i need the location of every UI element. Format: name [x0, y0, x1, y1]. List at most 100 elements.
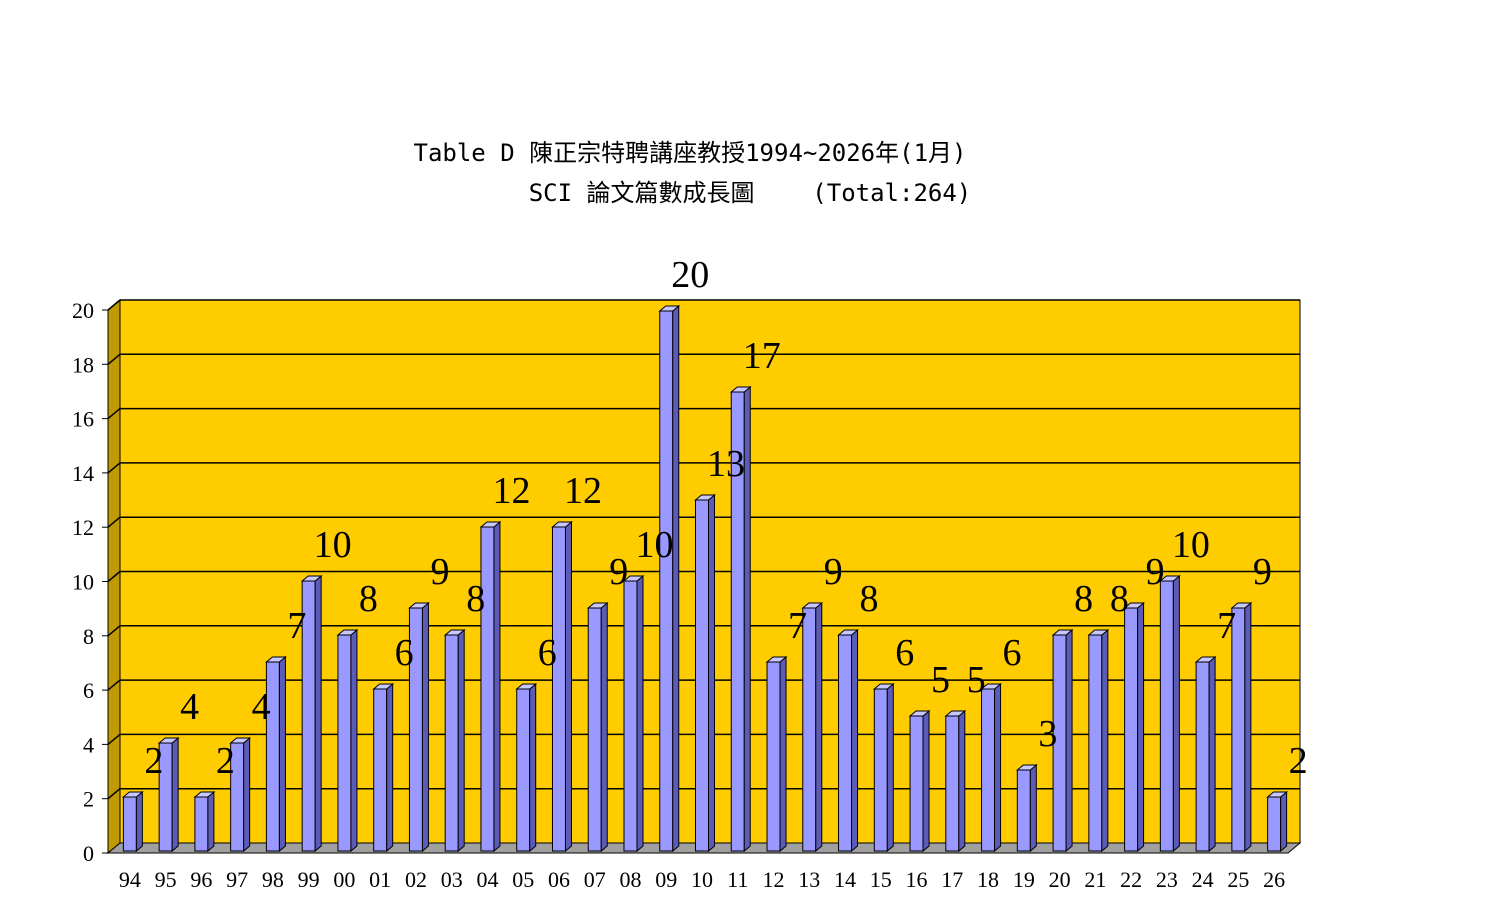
x-tick-label: 11: [727, 867, 748, 892]
x-tick-label: 05: [512, 867, 534, 892]
y-tick-label: 6: [83, 678, 94, 703]
x-tick-label: 96: [190, 867, 212, 892]
bar-side: [1280, 790, 1288, 853]
data-label: 4: [180, 686, 199, 728]
data-label: 10: [1172, 524, 1210, 566]
data-label: 6: [395, 632, 414, 674]
data-label: 4: [252, 686, 271, 728]
x-tick-label: 19: [1013, 867, 1035, 892]
data-label: 2: [216, 740, 235, 782]
bar: [729, 385, 752, 853]
bar: [1015, 763, 1038, 853]
data-label: 3: [1038, 713, 1057, 755]
bar-front: [659, 310, 674, 852]
data-label: 8: [466, 578, 485, 620]
data-label: 8: [860, 578, 879, 620]
bar-front: [1195, 661, 1210, 852]
bar-side: [886, 682, 894, 853]
data-label: 5: [931, 659, 950, 701]
data-label: 2: [1289, 740, 1308, 782]
bar-front: [337, 634, 352, 852]
bar: [193, 790, 216, 853]
x-tick-label: 13: [798, 867, 820, 892]
bar: [372, 682, 395, 853]
gridline-side: [107, 299, 121, 311]
bar-side: [171, 736, 179, 853]
data-label: 7: [287, 605, 306, 647]
x-tick-label: 26: [1263, 867, 1285, 892]
bar-side: [958, 709, 966, 853]
data-label: 12: [564, 470, 602, 512]
bar-side: [922, 709, 930, 853]
bar-top: [729, 386, 752, 393]
bar-top: [837, 629, 859, 636]
bar: [1230, 601, 1253, 853]
bar-top: [801, 602, 824, 609]
x-tick-label: 18: [977, 867, 999, 892]
bar-side: [529, 682, 537, 853]
bar-front: [444, 634, 459, 852]
bar: [658, 304, 681, 853]
y-tick-label: 16: [72, 407, 94, 432]
bar: [1087, 628, 1110, 853]
y-tick-label: 10: [72, 570, 94, 595]
bar-top: [193, 791, 216, 798]
x-tick-label: 00: [333, 867, 355, 892]
bar: [908, 709, 931, 853]
data-label: 6: [1003, 632, 1022, 674]
bar-front: [516, 688, 531, 852]
bar-top: [944, 710, 967, 717]
data-label: 9: [1146, 551, 1165, 593]
gridline-side: [107, 570, 121, 583]
bar-front: [1159, 580, 1174, 852]
gridline-side: [107, 516, 121, 528]
bar-top: [551, 521, 573, 528]
bar: [622, 574, 645, 853]
bar: [944, 709, 967, 853]
bar: [300, 574, 323, 853]
bar: [1194, 655, 1217, 853]
bar-side: [243, 736, 251, 853]
bar: [837, 628, 859, 853]
bar-front: [623, 580, 638, 852]
bar: [1051, 628, 1074, 853]
bar-side: [1029, 763, 1037, 853]
gridline-side: [107, 625, 121, 637]
bar: [229, 736, 252, 853]
y-tick-label: 18: [72, 352, 94, 377]
x-tick-label: 15: [870, 867, 892, 892]
bar-top: [300, 575, 323, 582]
bar: [515, 682, 538, 853]
bar: [121, 790, 144, 853]
x-tick-label: 12: [763, 867, 785, 892]
data-label: 10: [635, 524, 673, 566]
gridline-side: [107, 788, 121, 800]
bar-side: [1208, 655, 1216, 853]
y-tick-label: 2: [83, 787, 94, 812]
bars: [121, 304, 1289, 853]
bar-top: [765, 656, 788, 663]
bar-side: [314, 574, 322, 853]
chart-title-line-2: SCI 論文篇數成長圖 (Total:264): [528, 179, 972, 207]
bar-side: [421, 601, 429, 853]
data-label: 8: [359, 578, 378, 620]
x-tick-label: 95: [155, 867, 177, 892]
bar: [801, 601, 824, 853]
bar: [157, 736, 180, 853]
x-tick-label: 08: [619, 867, 641, 892]
bar-front: [838, 634, 853, 852]
bar: [265, 655, 287, 853]
gridline-side: [107, 462, 121, 474]
bar-side: [135, 790, 143, 853]
bar-top: [515, 683, 538, 690]
data-label: 2: [144, 740, 163, 782]
data-label: 5: [967, 659, 986, 701]
y-tick-label: 0: [83, 841, 94, 866]
bar-side: [1244, 601, 1252, 853]
bar-side: [350, 628, 358, 853]
bar: [765, 655, 788, 853]
bar-front: [1088, 634, 1103, 852]
gridline-side: [107, 408, 121, 420]
